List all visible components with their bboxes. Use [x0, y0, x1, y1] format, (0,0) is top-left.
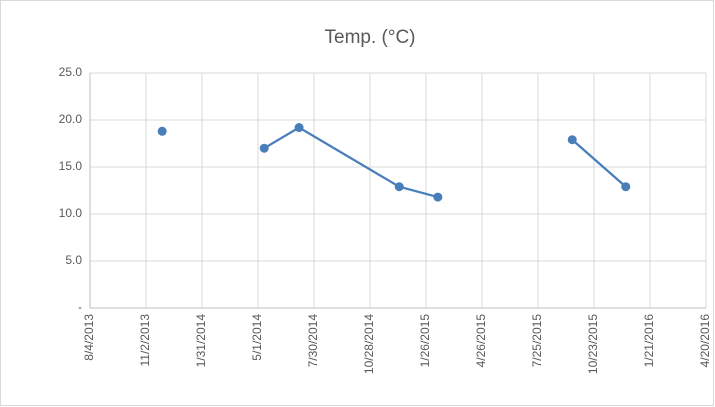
y-tick-label: 20.0: [59, 112, 83, 126]
y-tick-label: -: [78, 300, 82, 314]
x-tick-label: 11/2/2013: [138, 314, 152, 367]
x-tick-label: 5/1/2014: [250, 314, 264, 361]
x-tick-label: 4/20/2016: [698, 314, 712, 368]
x-tick-label: 7/30/2014: [306, 314, 320, 368]
marker: [157, 126, 167, 136]
marker: [567, 135, 577, 145]
y-tick-label: 10.0: [59, 206, 83, 220]
y-tick-label: 5.0: [65, 253, 82, 267]
y-tick-label: 15.0: [59, 159, 83, 173]
x-tick-label: 7/25/2015: [530, 314, 544, 368]
x-tick-label: 1/21/2016: [642, 314, 656, 368]
chart-title: Temp. (°C): [325, 27, 416, 48]
marker: [259, 143, 269, 153]
marker: [433, 192, 443, 202]
y-tick-label: 25.0: [59, 65, 83, 79]
marker: [621, 182, 631, 192]
line: [263, 126, 627, 199]
marker: [294, 123, 304, 133]
x-tick-label: 4/26/2015: [474, 314, 488, 368]
x-tick-label: 1/31/2014: [194, 314, 208, 368]
x-tick-label: 8/4/2013: [82, 314, 96, 361]
marker: [394, 182, 404, 192]
x-tick-label: 1/26/2015: [418, 314, 432, 368]
x-tick-label: 10/23/2015: [586, 314, 600, 374]
x-tick-label: 10/28/2014: [362, 314, 376, 374]
